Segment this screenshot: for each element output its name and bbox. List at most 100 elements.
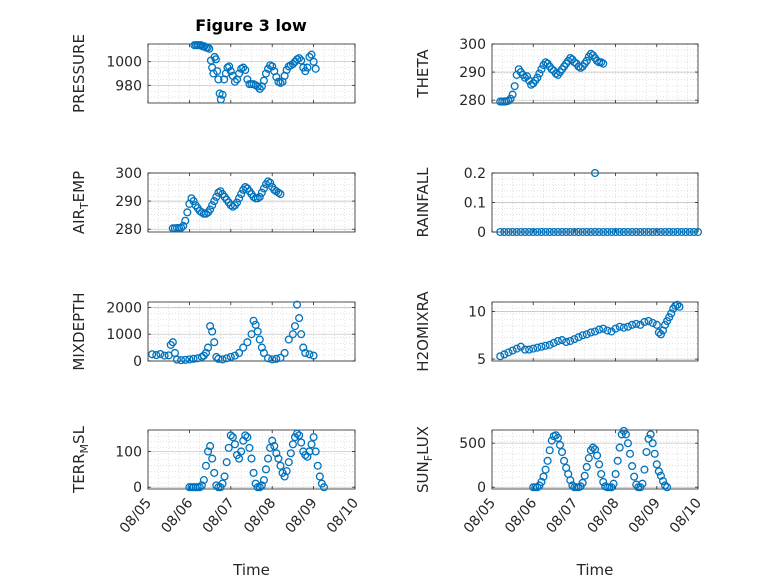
data-point [611,469,620,479]
data-point [654,328,663,337]
data-point [239,343,248,352]
data-point [179,221,188,230]
data-point [628,227,637,237]
data-point [280,472,289,481]
data-point [636,227,645,237]
data-point [181,355,190,364]
data-point [525,345,534,354]
data-point [578,478,587,487]
y-axis-label-tail: SL [70,425,88,444]
data-point [504,96,513,105]
y-axis-label: AIRTEMP [70,171,91,234]
data-point [295,314,304,323]
data-point [309,433,318,442]
data-point [537,477,546,487]
data-point [623,227,633,237]
data-point [197,481,206,490]
data-point [537,342,546,351]
data-point [241,431,250,440]
y-axis-label-sub: T [78,202,91,210]
data-point [609,479,618,488]
data-point [623,439,633,448]
subplot-3: 280 290 300 AIRTEMP [70,166,356,238]
data-point [652,227,661,237]
data-point [266,443,275,452]
subplot-4: 0 0.1 0.2 RAINFALL [414,166,703,241]
data-point [545,446,554,455]
data-point [590,327,600,336]
data-point [290,322,300,331]
data-point [203,447,213,456]
data-point [628,320,637,329]
data-point [280,348,289,358]
data-point [297,330,306,339]
data-point [272,72,281,82]
data-point [512,227,521,237]
data-point [230,77,239,86]
data-point [520,227,530,237]
data-point [259,76,268,85]
data-point [650,449,659,458]
data-point [259,476,268,485]
data-point [656,227,665,237]
data-point [243,433,252,442]
data-point [595,325,604,334]
data-point [235,454,244,463]
data-point [522,72,532,81]
data-point [189,197,198,206]
y-tick-label: 5 [477,352,486,368]
data-point [292,429,302,438]
data-point [249,316,258,325]
data-point [183,208,192,217]
x-axis-label: Time [232,561,270,579]
data-point [230,351,239,360]
y-tick-label: 0 [133,354,142,370]
data-point [520,345,530,354]
data-point [582,330,591,339]
data-point [619,323,628,332]
data-point [213,67,222,76]
data-point [533,483,542,492]
data-point [586,49,595,58]
data-point [630,472,639,481]
data-point [660,227,670,237]
data-point [216,95,225,104]
data-point [160,351,169,360]
subplot-1: 980 1000 PRESSURE [70,34,356,113]
data-point [619,227,628,237]
y-tick-label: 0 [133,480,142,496]
data-point [305,52,314,62]
data-point [226,431,235,440]
data-point [628,462,637,471]
data-point [640,227,649,237]
data-point [303,63,312,72]
data-point [566,476,575,485]
data-point [642,447,651,457]
data-point [315,472,324,481]
data-point [199,476,208,485]
data-point [545,227,554,237]
data-point [235,194,244,203]
data-point [537,227,546,237]
data-point [539,472,548,481]
data-point [599,324,608,333]
data-point [222,354,231,363]
data-point [237,447,246,456]
data-point [177,356,186,365]
data-point [615,227,624,237]
data-point [693,227,703,237]
data-point [504,227,513,237]
data-point [553,433,562,442]
data-point [255,84,264,93]
data-point [309,351,318,360]
data-point [274,188,283,197]
data-point [508,90,517,99]
data-series [148,300,318,365]
y-tick-label: 0.1 [464,196,486,212]
y-axis-label-main: THETA [414,49,432,99]
y-axis-label-main: PRESSURE [70,34,88,113]
data-point [214,188,223,197]
data-point [529,344,538,353]
data-point [241,65,250,75]
